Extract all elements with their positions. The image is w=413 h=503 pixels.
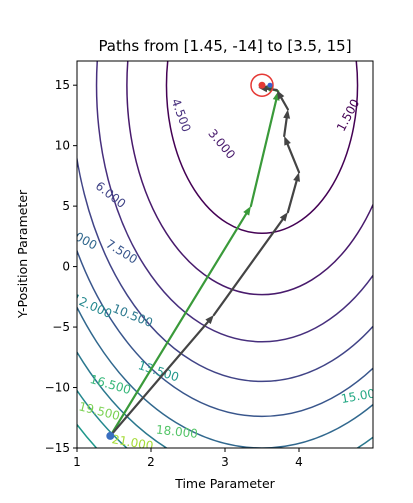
contour-line (77, 154, 373, 383)
y-tick-label: 15 (55, 78, 70, 92)
path-arrowhead (276, 90, 285, 100)
path-segment (249, 98, 278, 208)
y-tick-label: −15 (45, 441, 70, 455)
contour-label: 3.000 (205, 126, 238, 161)
y-axis-label: Y-Position Parameter (15, 189, 30, 319)
contour-line (77, 305, 373, 448)
x-tick-label: 4 (295, 455, 303, 469)
path-segment (109, 320, 210, 438)
contour-line (77, 350, 373, 448)
x-tick-label: 1 (73, 455, 81, 469)
markers (106, 73, 274, 440)
end-point (267, 82, 273, 88)
contour-label: 1.500 (334, 97, 362, 134)
x-axis-ticks: 1 2 3 4 (73, 448, 303, 469)
path-arrowhead (205, 314, 214, 325)
path-arrowhead (283, 109, 291, 119)
x-axis-label: Time Parameter (174, 476, 275, 491)
path-arrowhead (243, 206, 251, 216)
contour-line (77, 248, 373, 418)
y-tick-label: −5 (52, 320, 70, 334)
path-segment (286, 143, 301, 174)
target-point (258, 81, 266, 89)
contour-label: 6.000 (93, 179, 129, 211)
x-tick-label: 3 (221, 455, 229, 469)
contour-label: 4.500 (169, 97, 194, 134)
y-tick-label: −10 (45, 381, 70, 395)
y-tick-label: 5 (62, 199, 70, 213)
path-arrowhead (293, 172, 300, 182)
contour-label: 16.500 (88, 372, 132, 397)
contour-line (165, 61, 359, 235)
path-series (109, 85, 301, 438)
contour-line (126, 61, 373, 296)
contour-label: 18.000 (155, 423, 198, 441)
y-axis-ticks: −15 −10 −5 0 5 10 15 (45, 78, 77, 455)
start-point (106, 431, 115, 440)
path-segment (286, 179, 298, 214)
target-ring (250, 73, 274, 97)
y-tick-label: 0 (62, 260, 70, 274)
path-segment (109, 212, 248, 438)
contour-label: 9.000 (62, 224, 99, 252)
chart-title: Paths from [1.45, -14] to [3.5, 15] (98, 37, 351, 55)
path-arrowhead (279, 212, 288, 222)
path-segment (283, 117, 288, 138)
contour-label: 10.500 (111, 301, 155, 330)
contour-label: 15.000 (340, 385, 384, 406)
path-arrowhead (284, 135, 291, 146)
y-tick-label: 10 (55, 139, 70, 153)
x-tick-label: 2 (147, 455, 155, 469)
path-segment (212, 218, 284, 317)
contour-line (95, 61, 373, 343)
path-segment (280, 96, 289, 111)
